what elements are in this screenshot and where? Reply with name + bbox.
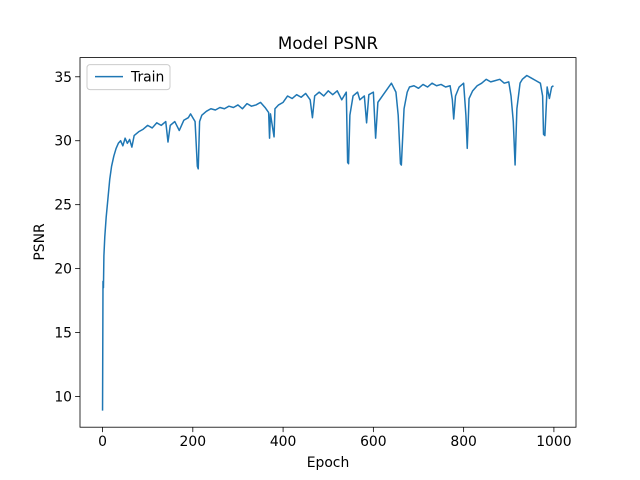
legend-label: Train [130,70,164,86]
x-axis-label: Epoch [307,455,350,471]
y-tick-label: 30 [54,134,72,150]
y-tick-label: 10 [54,390,72,406]
x-tick-label: 1000 [536,434,571,450]
x-tick-label: 0 [98,434,107,450]
axes-frame [79,57,577,428]
legend-frame [86,64,171,91]
y-axis-label: PSNR [32,223,48,261]
x-tick-label: 800 [450,434,477,450]
chart-title: Model PSNR [278,33,379,53]
data-line [101,74,554,411]
y-tick-label: 35 [54,70,72,86]
y-tick-label: 20 [54,262,72,278]
plot-area [101,74,554,411]
y-tick-label: 25 [54,198,72,214]
x-tick-label: 200 [180,434,207,450]
x-tick-label: 600 [360,434,387,450]
x-tick-label: 400 [270,434,297,450]
y-tick-label: 15 [54,326,72,342]
